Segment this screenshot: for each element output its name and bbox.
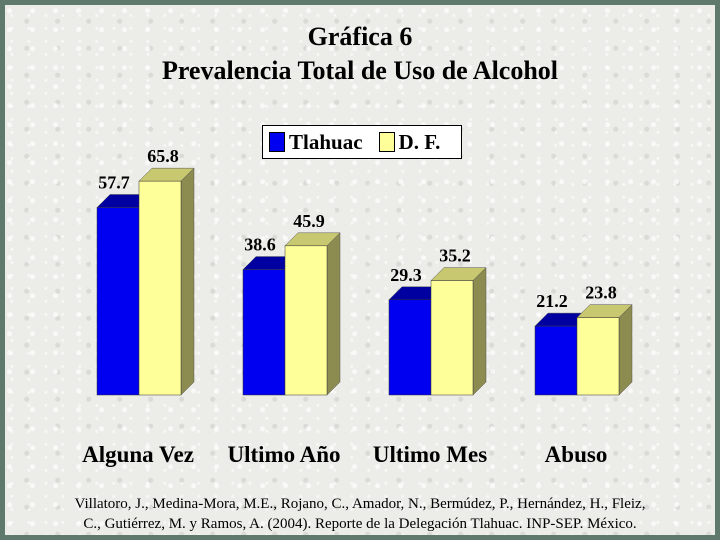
bar-tlahuac-1 [96, 207, 140, 396]
data-label-df-4: 23.8 [585, 283, 617, 303]
bar-df-4-side [618, 304, 633, 396]
citation: Villatoro, J., Medina-Mora, M.E., Rojano… [0, 494, 720, 534]
data-label-tlahuac-2: 38.6 [244, 235, 276, 255]
data-label-tlahuac-4: 21.2 [536, 291, 568, 311]
data-label-df-2: 45.9 [293, 211, 325, 231]
data-label-tlahuac-1: 57.7 [98, 172, 130, 192]
legend-swatch-df [378, 132, 395, 152]
chart-subtitle: Prevalencia Total de Uso de Alcohol [161, 56, 559, 85]
bar-df-3 [430, 280, 474, 396]
category-label-ultimo-ano: Ultimo Año [227, 442, 341, 467]
citation-line-1: Villatoro, J., Medina-Mora, M.E., Rojano… [74, 496, 646, 512]
legend-item-tlahuac: Tlahuac [269, 130, 363, 155]
category-label-alguna-vez: Alguna Vez [82, 442, 194, 467]
bar-tlahuac-4 [534, 325, 578, 396]
bar-df-1 [138, 180, 182, 396]
data-label-df-3: 35.2 [439, 246, 471, 266]
bar-df-2 [284, 245, 328, 396]
category-label-ultimo-mes: Ultimo Mes [372, 442, 488, 467]
legend: Tlahuac D. F. [262, 125, 462, 159]
category-label-abuso: Abuso [544, 442, 608, 467]
slide-background [5, 5, 715, 535]
legend-swatch-tlahuac [269, 132, 285, 152]
legend-label-df: D. F. [398, 129, 441, 154]
bar-df-4 [576, 317, 620, 396]
chart-title: Gráfica 6 [307, 22, 413, 51]
data-label-df-1: 65.8 [147, 146, 179, 166]
bar-df-3-side [472, 266, 487, 396]
legend-label-tlahuac: Tlahuac [289, 129, 363, 154]
bar-tlahuac-2 [242, 269, 286, 396]
data-label-tlahuac-3: 29.3 [390, 265, 422, 285]
bar-df-2-side [326, 232, 341, 396]
legend-item-df: D. F. [378, 129, 441, 155]
citation-line-2: C., Gutiérrez, M. y Ramos, A. (2004). Re… [83, 516, 637, 532]
bar-df-1-side [180, 167, 195, 396]
bar-tlahuac-3 [388, 299, 432, 396]
